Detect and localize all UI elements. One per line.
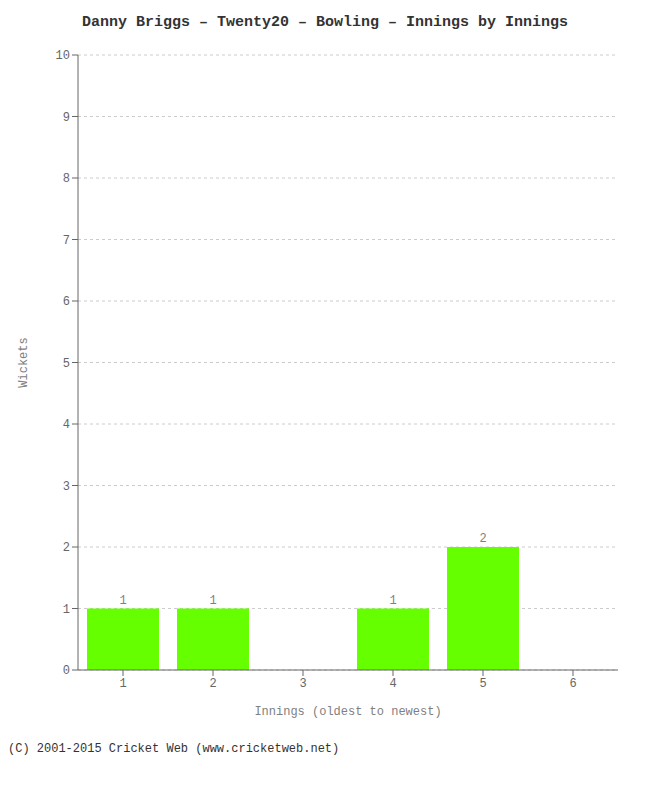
svg-text:5: 5 [479,677,486,691]
svg-text:2: 2 [63,541,70,555]
svg-text:1: 1 [209,594,216,608]
svg-text:4: 4 [63,418,70,432]
svg-text:4: 4 [389,677,396,691]
svg-text:1: 1 [119,594,126,608]
svg-text:2: 2 [479,532,486,546]
svg-text:1: 1 [389,594,396,608]
svg-text:6: 6 [569,677,576,691]
svg-text:0: 0 [63,664,70,678]
html-text:(C) 2001-2015 Cricket Web (www: (C) 2001-2015 Cricket Web (www.cricketwe… [8,742,340,756]
svg-text:Innings (oldest to newest): Innings (oldest to newest) [254,705,441,719]
svg-text:5: 5 [63,357,70,371]
svg-text:Wickets: Wickets [17,337,31,387]
svg-text:6: 6 [63,295,70,309]
svg-text:10: 10 [56,49,70,63]
html-text:Danny Briggs – Twenty20 – Bowl: Danny Briggs – Twenty20 – Bowling – Inni… [82,14,568,31]
svg-text:9: 9 [63,111,70,125]
svg-text:2: 2 [209,677,216,691]
svg-text:1: 1 [119,677,126,691]
svg-text:1: 1 [63,603,70,617]
svg-text:3: 3 [299,677,306,691]
svg-text:3: 3 [63,480,70,494]
svg-text:8: 8 [63,172,70,186]
svg-text:7: 7 [63,234,70,248]
